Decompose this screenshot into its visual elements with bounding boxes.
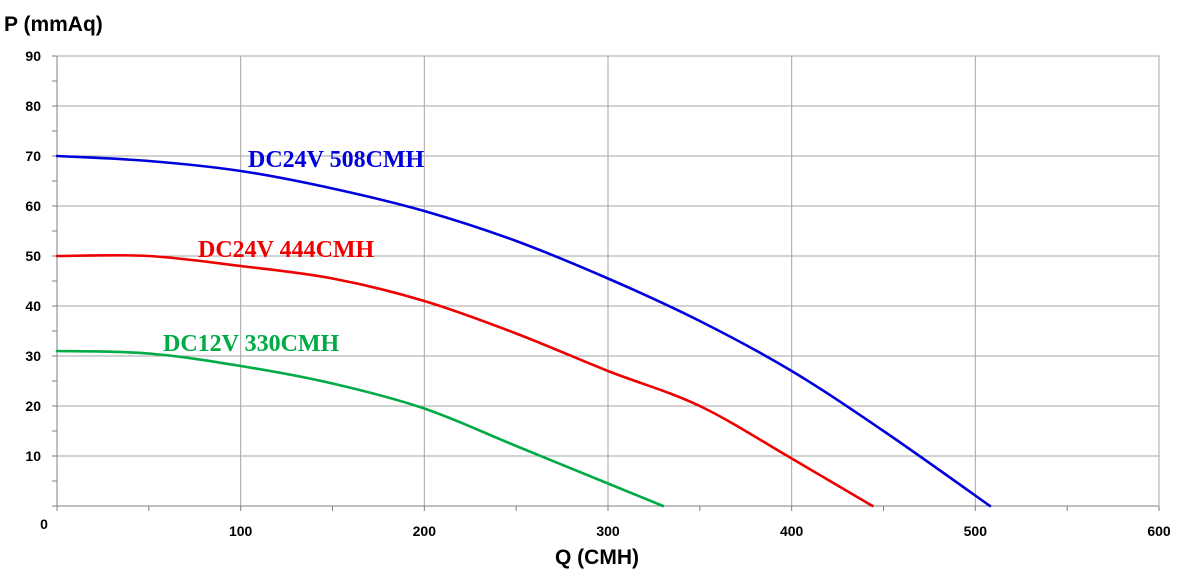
series-line-3 (55, 349, 665, 508)
x-tick-label-600: 600 (1147, 523, 1171, 539)
y-tick-label-30: 30 (25, 348, 41, 364)
grid (57, 55, 1160, 506)
y-tick-label-40: 40 (25, 298, 41, 314)
y-tick-label-50: 50 (25, 248, 41, 264)
x-tick-label-400: 400 (780, 523, 804, 539)
x-tick-label-300: 300 (596, 523, 620, 539)
x-tick-label-0: 0 (40, 516, 48, 532)
axes (56, 55, 1160, 507)
series-label-3: DC12V 330CMH (163, 331, 340, 357)
series-line-1 (55, 154, 992, 508)
series-label-2: DC24V 444CMH (198, 237, 375, 263)
x-tick-label-500: 500 (964, 523, 988, 539)
y-tick-label-70: 70 (25, 148, 41, 164)
y-tick-label-20: 20 (25, 398, 41, 414)
series-lines (55, 154, 992, 508)
x-tick-label-200: 200 (413, 523, 437, 539)
x-tick-label-100: 100 (229, 523, 253, 539)
x-axis-title: Q (CMH) (555, 546, 639, 569)
series-line-2 (55, 253, 874, 508)
series-label-1: DC24V 508CMH (248, 147, 425, 173)
y-tick-label-80: 80 (25, 98, 41, 114)
y-axis-title: P (mmAq) (4, 13, 103, 36)
y-tick-label-10: 10 (25, 448, 41, 464)
minor-ticks (52, 55, 1160, 511)
tick-labels: 10 20 30 40 50 60 70 80 90 0 100 200 300 400 500 600 (25, 48, 1170, 539)
y-tick-label-90: 90 (25, 48, 41, 64)
y-tick-label-60: 60 (25, 198, 41, 214)
series-labels: DC24V 508CMH DC24V 444CMH DC12V 330CMH (163, 147, 425, 357)
